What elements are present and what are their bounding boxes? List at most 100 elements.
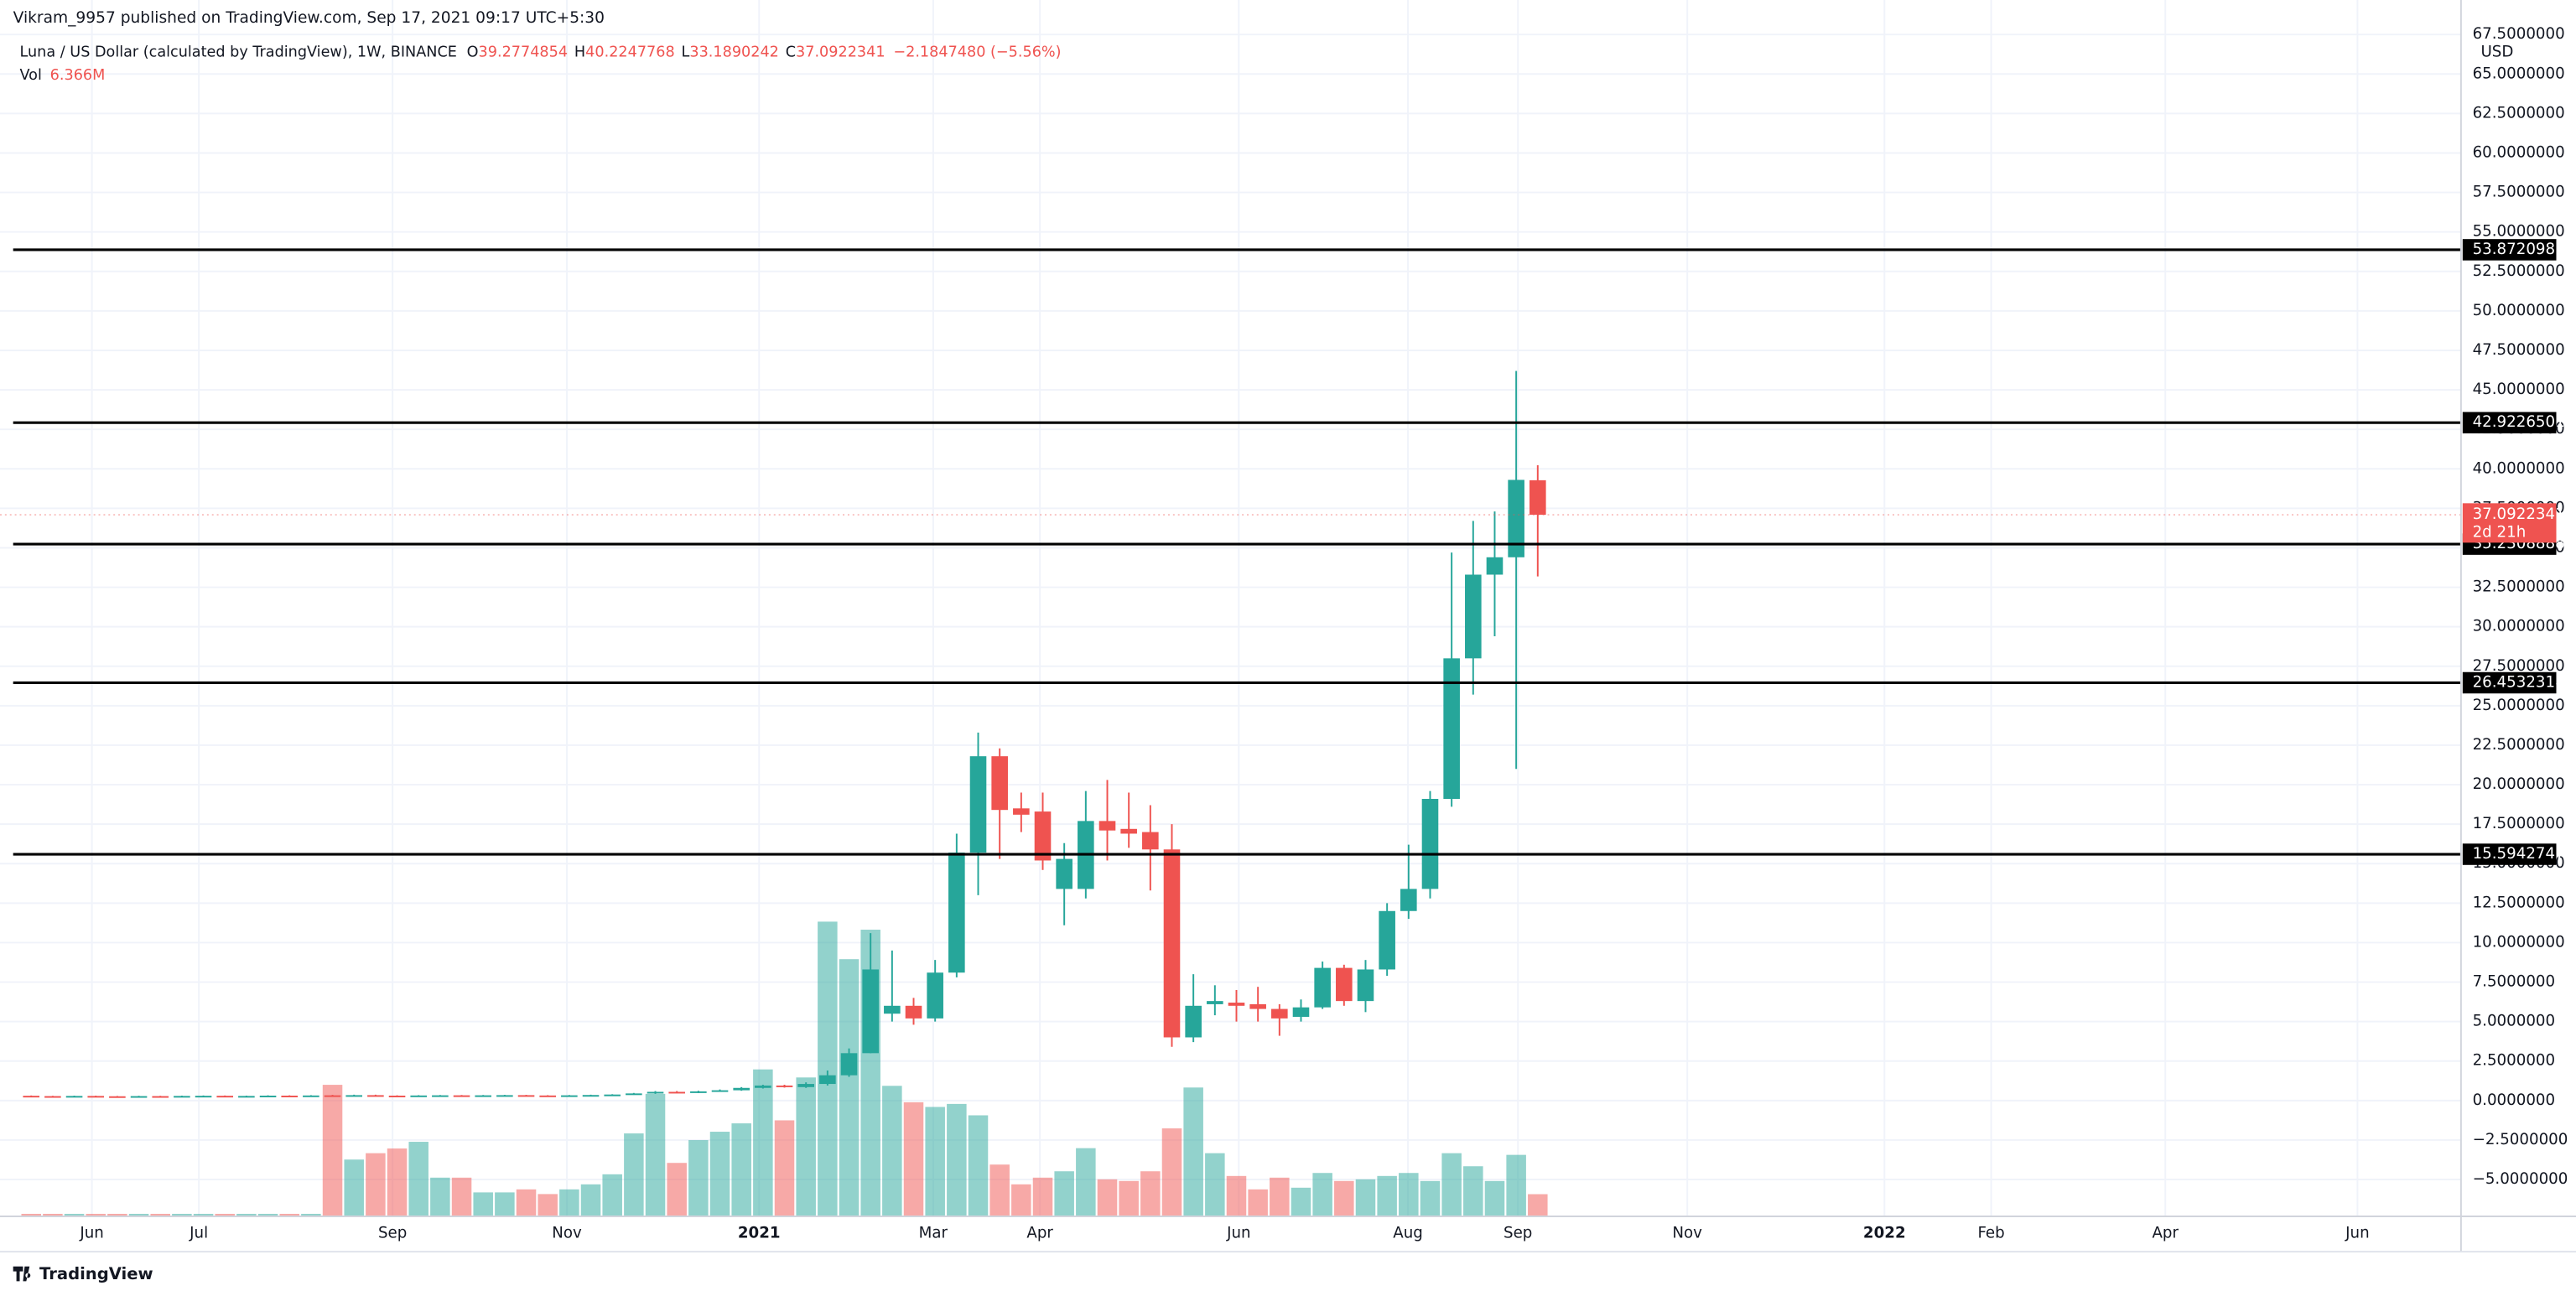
candle-body [927,972,943,1019]
candle-body [1379,910,1395,970]
volume-bar [86,1213,106,1216]
grid [0,0,2461,1216]
x-tick-label: Feb [1977,1225,2004,1242]
candle-body [582,1095,600,1097]
volume-bar [344,1159,364,1216]
volume-bar [387,1148,408,1216]
change: −2.1847480 (−5.56%) [893,44,1061,61]
candle-body [65,1096,83,1098]
y-tick-label: 45.0000000 [2473,381,2565,398]
candle-body [539,1095,556,1097]
volume-bar [947,1103,967,1216]
volume-bar [925,1107,945,1216]
volume-bar [301,1213,321,1216]
level-label-box [2462,412,2557,433]
volume-bar [1399,1173,1419,1216]
x-tick-label: Sep [1504,1225,1532,1242]
x-tick-label: Sep [378,1225,407,1242]
volume-bar [495,1192,515,1216]
candle-body [216,1096,234,1098]
volume-bar [774,1120,795,1216]
x-tick-label: Jun [2345,1225,2369,1242]
candle-body [690,1091,707,1093]
last-price-label: 37.0922341 [2473,505,2565,523]
candle-body [152,1096,169,1098]
volume-bar [1484,1180,1505,1216]
volume-bar [1334,1180,1354,1216]
candle-body [1400,889,1417,911]
volume-bar [1076,1148,1096,1216]
level-label-box [2462,239,2557,261]
volume-bar [882,1086,902,1216]
y-tick-label: 55.0000000 [2473,223,2565,241]
y-tick-label: 12.5000000 [2473,894,2565,911]
volume-bar [150,1213,170,1216]
y-tick-label: 50.0000000 [2473,302,2565,319]
volume-bar [968,1115,989,1216]
candle-body [1013,808,1030,815]
candle-body [647,1091,664,1094]
candle-body [884,1005,901,1014]
volume-bar [1097,1179,1118,1216]
candle-body [1421,799,1439,889]
l-letter: L [682,44,690,61]
candle-body [195,1096,212,1098]
volume-bar [1119,1180,1139,1216]
h-letter: H [574,44,585,61]
candle-body [388,1095,406,1097]
y-tick-label: 17.5000000 [2473,815,2565,832]
candle-body [905,1005,922,1019]
candle-body [1508,480,1524,557]
volume-bar [989,1164,1010,1216]
volume-bar [1441,1153,1462,1216]
candle-body [367,1095,384,1097]
volume-bar [215,1213,235,1216]
level-label-box [2462,843,2557,865]
candle-body [281,1095,299,1097]
candle-body [819,1075,836,1085]
candle-body [303,1095,319,1097]
candle-body [969,756,987,853]
candle-body [109,1096,126,1098]
candle-body [87,1096,105,1098]
symbol: Luna / US Dollar (calculated by TradingV… [20,44,457,61]
volume-bar [1032,1177,1053,1216]
candle-layer [23,371,1546,1098]
volume-bar [1183,1087,1203,1216]
volume-bar [64,1213,85,1216]
level-label-box [2462,671,2557,694]
candle-body [1163,849,1181,1038]
volume-bar [1377,1175,1397,1216]
y-tick-label: 2.5000000 [2473,1052,2556,1070]
volume-bar [172,1213,192,1216]
header: Vikram_9957 published on TradingView.com… [13,9,605,27]
x-tick-label: Apr [2152,1225,2179,1242]
volume-bar [1226,1175,1247,1216]
volume-bar [538,1194,558,1216]
legend-line: Luna / US Dollar (calculated by TradingV… [20,44,1062,61]
volume-bar [236,1213,257,1216]
candle-body [496,1095,513,1097]
volume-bar [1011,1184,1031,1216]
level-label: 42.9226501 [2473,413,2565,431]
volume-bar [688,1140,709,1216]
candle-body [668,1091,685,1094]
candle-body [259,1095,277,1097]
volume-bar [193,1213,214,1216]
y-tick-label: 7.5000000 [2473,973,2556,991]
volume-bar [667,1163,687,1216]
volume-bar [1140,1171,1161,1216]
candle-body [1056,858,1072,889]
candle-body [755,1085,771,1088]
o-value: 39.2774854 [479,44,569,61]
x-tick-label: Jun [79,1225,103,1242]
candle-body [991,756,1008,811]
candle-body [324,1095,341,1097]
volume-bar [107,1213,127,1216]
level-label: 26.4532318 [2473,673,2565,691]
candle-body [345,1095,363,1097]
volume-bar [430,1177,450,1216]
volume-bar [839,959,860,1216]
candle-body [1185,1005,1202,1038]
